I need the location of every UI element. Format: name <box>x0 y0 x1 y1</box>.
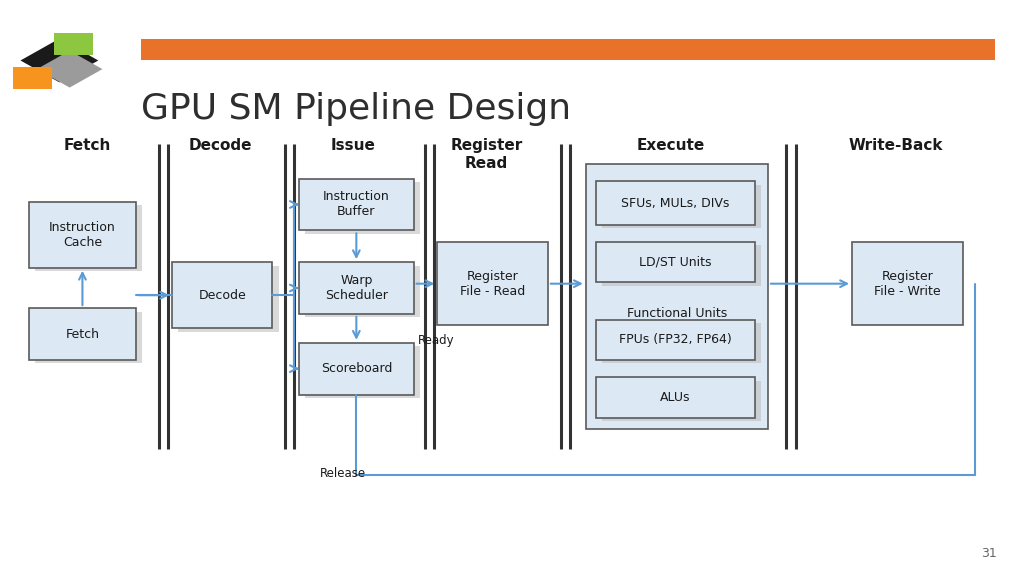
FancyBboxPatch shape <box>602 245 761 286</box>
FancyBboxPatch shape <box>29 308 136 360</box>
FancyBboxPatch shape <box>602 323 761 363</box>
Text: SFUs, MULs, DIVs: SFUs, MULs, DIVs <box>622 196 729 210</box>
Text: Fetch: Fetch <box>63 138 111 153</box>
FancyBboxPatch shape <box>299 179 414 230</box>
Bar <box>13 67 52 89</box>
Text: Register
Read: Register Read <box>451 138 522 170</box>
FancyBboxPatch shape <box>602 185 761 228</box>
Text: Execute: Execute <box>637 138 705 153</box>
Text: Register
File - Read: Register File - Read <box>460 270 525 298</box>
Text: Scoreboard: Scoreboard <box>321 362 392 375</box>
FancyBboxPatch shape <box>35 312 142 363</box>
Text: Instruction
Buffer: Instruction Buffer <box>323 191 390 218</box>
FancyBboxPatch shape <box>852 242 963 325</box>
Text: Fetch: Fetch <box>66 328 99 340</box>
Text: FPUs (FP32, FP64): FPUs (FP32, FP64) <box>618 334 732 346</box>
FancyBboxPatch shape <box>178 266 279 332</box>
Text: Functional Units: Functional Units <box>627 308 727 320</box>
FancyBboxPatch shape <box>299 262 414 314</box>
Text: ALUs: ALUs <box>660 391 690 404</box>
Text: Instruction
Cache: Instruction Cache <box>49 221 116 249</box>
Polygon shape <box>20 39 98 82</box>
Text: Write-Back: Write-Back <box>849 138 943 153</box>
FancyBboxPatch shape <box>586 164 768 429</box>
FancyBboxPatch shape <box>35 205 142 271</box>
FancyBboxPatch shape <box>437 242 548 325</box>
Text: 31: 31 <box>981 547 996 560</box>
Text: Ready: Ready <box>418 335 455 347</box>
FancyBboxPatch shape <box>305 346 420 398</box>
Text: LD/ST Units: LD/ST Units <box>639 256 712 268</box>
FancyBboxPatch shape <box>29 202 136 268</box>
FancyBboxPatch shape <box>596 181 755 225</box>
FancyBboxPatch shape <box>305 266 420 317</box>
Bar <box>54 33 93 55</box>
Text: Register
File - Write: Register File - Write <box>873 270 941 298</box>
Text: Warp
Scheduler: Warp Scheduler <box>325 274 388 302</box>
Text: Decode: Decode <box>199 289 246 302</box>
Text: Decode: Decode <box>188 138 252 153</box>
Text: Issue: Issue <box>331 138 376 153</box>
FancyBboxPatch shape <box>602 381 761 421</box>
FancyBboxPatch shape <box>305 182 420 234</box>
FancyBboxPatch shape <box>172 262 272 328</box>
Polygon shape <box>37 51 102 88</box>
FancyBboxPatch shape <box>596 320 755 360</box>
Text: Release: Release <box>319 467 366 480</box>
FancyBboxPatch shape <box>596 242 755 282</box>
Text: GPU SM Pipeline Design: GPU SM Pipeline Design <box>141 92 571 126</box>
FancyBboxPatch shape <box>596 377 755 418</box>
Bar <box>141 39 995 60</box>
FancyBboxPatch shape <box>299 343 414 395</box>
